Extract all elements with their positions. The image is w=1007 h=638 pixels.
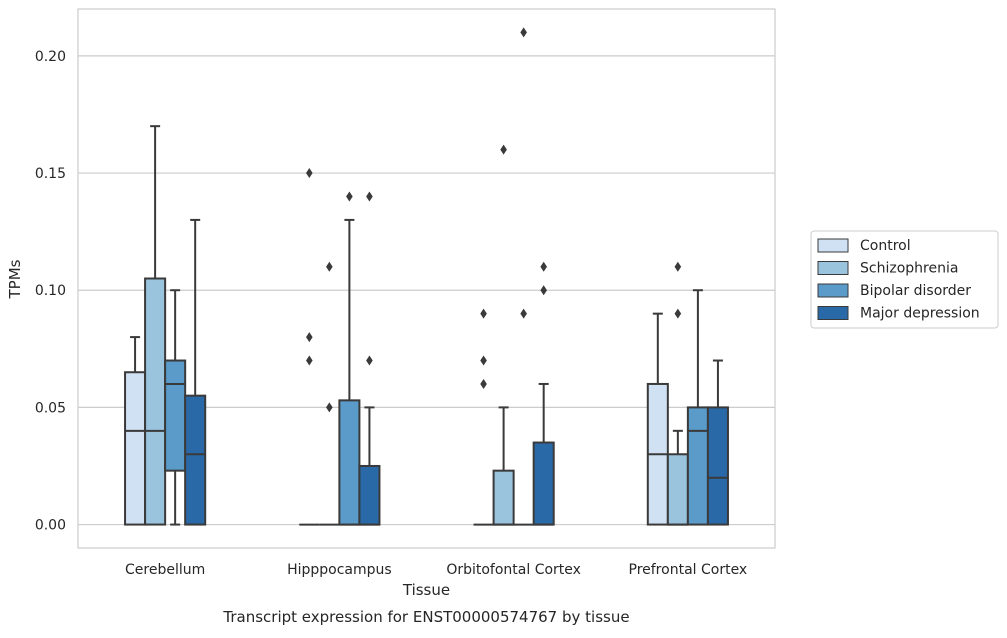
- y-tick-label: 0.10: [35, 283, 66, 299]
- box-major-depression: [358, 191, 381, 526]
- legend-swatch: [817, 238, 849, 253]
- box-major-depression: [532, 261, 555, 526]
- y-tick-label: 0.00: [35, 518, 66, 534]
- y-tick-label: 0.05: [35, 400, 66, 416]
- box-iqr: [666, 453, 689, 526]
- box-iqr: [492, 469, 515, 526]
- outlier-point: [520, 308, 527, 319]
- outlier-point: [674, 308, 682, 319]
- legend-frame: [810, 230, 999, 329]
- box-iqr: [686, 406, 709, 526]
- outlier-point: [674, 261, 682, 272]
- legend-label: Major depression: [860, 306, 980, 322]
- legend-label: Bipolar disorder: [860, 283, 971, 299]
- legend-swatch: [817, 261, 849, 275]
- outlier-point: [480, 355, 487, 366]
- box-schizophrenia: [144, 125, 167, 526]
- y-axis-ticks: 0.00 0.05 0.10 0.15 0.20: [35, 49, 66, 534]
- y-axis-label: TPMs: [6, 259, 24, 299]
- outlier-point: [520, 27, 527, 38]
- box-schizophrenia: [666, 261, 689, 526]
- outlier-point: [540, 261, 547, 272]
- box-bipolar-disorder: [338, 191, 361, 526]
- box-control: [124, 336, 147, 526]
- legend-swatch: [817, 283, 849, 298]
- box-bipolar-disorder: [164, 289, 187, 526]
- box-groups: [124, 27, 729, 526]
- box-control: [646, 312, 669, 526]
- box-iqr: [184, 394, 207, 526]
- x-tick-label: Cerebellum: [125, 562, 205, 578]
- box-iqr: [706, 406, 729, 526]
- y-tick-label: 0.15: [35, 166, 66, 182]
- outlier-point: [366, 355, 373, 366]
- box-schizophrenia: [492, 144, 515, 526]
- outlier-point: [540, 285, 547, 296]
- x-tick-label: Hipppocampus: [287, 562, 392, 578]
- outlier-point: [326, 261, 333, 272]
- legend-label: Control: [860, 238, 911, 254]
- outlier-point: [306, 332, 313, 343]
- box-iqr: [532, 441, 555, 526]
- box-bipolar-disorder: [513, 27, 534, 526]
- outlier-point: [480, 308, 487, 319]
- box-major-depression: [184, 218, 207, 526]
- box-control: [473, 308, 494, 526]
- x-tick-label: Prefrontal Cortex: [629, 562, 748, 578]
- outlier-point: [346, 191, 353, 202]
- outlier-point: [306, 168, 313, 179]
- plot-area-frame: [77, 8, 776, 549]
- outlier-point: [326, 402, 333, 413]
- legend-label: Schizophrenia: [860, 261, 958, 277]
- box-iqr: [338, 399, 361, 526]
- box-iqr: [144, 277, 167, 526]
- x-axis-ticks: Cerebellum Hipppocampus Orbitofontal Corte…: [125, 562, 747, 578]
- outlier-point: [306, 355, 313, 366]
- y-tick-label: 0.20: [35, 49, 66, 65]
- box-control: [299, 168, 320, 526]
- box-schizophrenia: [319, 261, 340, 526]
- box-iqr: [164, 359, 187, 472]
- x-axis-label: Tissue: [402, 581, 450, 599]
- legend-swatch: [817, 306, 849, 320]
- chart-caption: Transcript expression for ENST0000057476…: [222, 608, 629, 626]
- box-iqr: [358, 464, 381, 526]
- outlier-point: [366, 191, 373, 202]
- box-major-depression: [706, 359, 729, 526]
- x-tick-label: Orbitofontal Cortex: [446, 562, 581, 578]
- box-iqr: [124, 371, 147, 526]
- box-bipolar-disorder: [686, 289, 709, 526]
- outlier-point: [480, 378, 487, 389]
- legend: Control Schizophrenia Bipolar disorder Majo…: [810, 230, 999, 329]
- outlier-point: [500, 144, 507, 155]
